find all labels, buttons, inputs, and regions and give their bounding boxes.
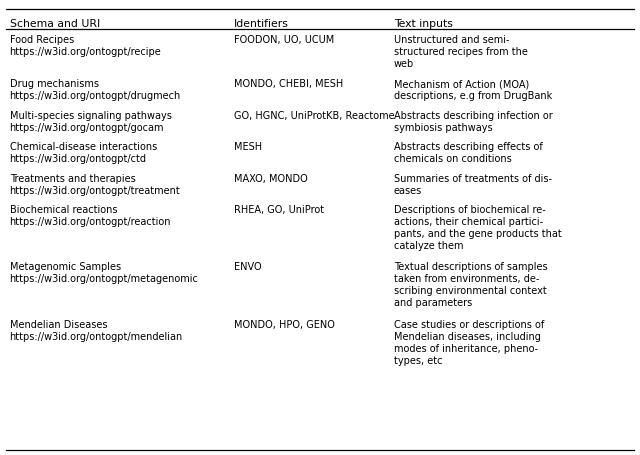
- Text: RHEA, GO, UniProt: RHEA, GO, UniProt: [234, 204, 324, 214]
- Text: Identifiers: Identifiers: [234, 19, 289, 29]
- Text: Summaries of treatments of dis-
eases: Summaries of treatments of dis- eases: [394, 173, 552, 195]
- Text: ENVO: ENVO: [234, 262, 261, 272]
- Text: Drug mechanisms
https://w3id.org/ontogpt/drugmech: Drug mechanisms https://w3id.org/ontogpt…: [10, 79, 181, 101]
- Text: Treatments and therapies
https://w3id.org/ontogpt/treatment: Treatments and therapies https://w3id.or…: [10, 173, 180, 195]
- Text: Schema and URI: Schema and URI: [10, 19, 100, 29]
- Text: Abstracts describing infection or
symbiosis pathways: Abstracts describing infection or symbio…: [394, 110, 552, 132]
- Text: Metagenomic Samples
https://w3id.org/ontogpt/metagenomic: Metagenomic Samples https://w3id.org/ont…: [10, 262, 198, 284]
- Text: Case studies or descriptions of
Mendelian diseases, including
modes of inheritan: Case studies or descriptions of Mendelia…: [394, 319, 544, 365]
- Text: Abstracts describing effects of
chemicals on conditions: Abstracts describing effects of chemical…: [394, 142, 542, 164]
- Text: MESH: MESH: [234, 142, 262, 152]
- Text: Descriptions of biochemical re-
actions, their chemical partici-
pants, and the : Descriptions of biochemical re- actions,…: [394, 204, 561, 250]
- Text: Text inputs: Text inputs: [394, 19, 452, 29]
- Text: Biochemical reactions
https://w3id.org/ontogpt/reaction: Biochemical reactions https://w3id.org/o…: [10, 204, 171, 227]
- Text: FOODON, UO, UCUM: FOODON, UO, UCUM: [234, 35, 334, 45]
- Text: Unstructured and semi-
structured recipes from the
web: Unstructured and semi- structured recipe…: [394, 35, 527, 69]
- Text: MONDO, HPO, GENO: MONDO, HPO, GENO: [234, 319, 335, 329]
- Text: Mechanism of Action (MOA)
descriptions, e.g from DrugBank: Mechanism of Action (MOA) descriptions, …: [394, 79, 552, 101]
- Text: Textual descriptions of samples
taken from environments, de-
scribing environmen: Textual descriptions of samples taken fr…: [394, 262, 547, 308]
- Text: MONDO, CHEBI, MESH: MONDO, CHEBI, MESH: [234, 79, 343, 89]
- Text: Food Recipes
https://w3id.org/ontogpt/recipe: Food Recipes https://w3id.org/ontogpt/re…: [10, 35, 161, 56]
- Text: Chemical-disease interactions
https://w3id.org/ontogpt/ctd: Chemical-disease interactions https://w3…: [10, 142, 157, 164]
- Text: MAXO, MONDO: MAXO, MONDO: [234, 173, 307, 183]
- Text: Multi-species signaling pathways
https://w3id.org/ontogpt/gocam: Multi-species signaling pathways https:/…: [10, 110, 172, 132]
- Text: GO, HGNC, UniProtKB, Reactome: GO, HGNC, UniProtKB, Reactome: [234, 110, 394, 120]
- Text: Mendelian Diseases
https://w3id.org/ontogpt/mendelian: Mendelian Diseases https://w3id.org/onto…: [10, 319, 183, 341]
